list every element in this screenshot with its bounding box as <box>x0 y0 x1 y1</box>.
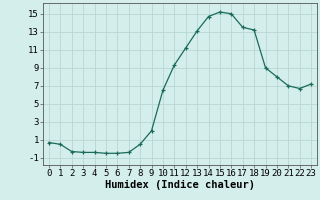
X-axis label: Humidex (Indice chaleur): Humidex (Indice chaleur) <box>105 180 255 190</box>
